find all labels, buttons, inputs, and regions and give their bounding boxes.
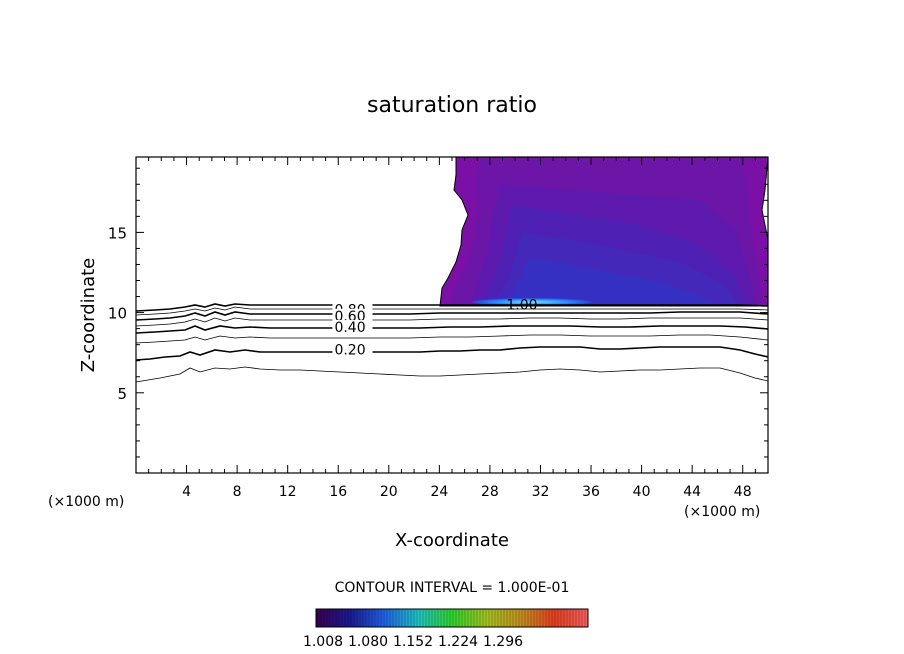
contour-label: 0.40	[334, 320, 365, 336]
cloud-region-outline	[439, 157, 768, 307]
x-tick-label: 40	[633, 484, 651, 500]
shaded-cloud-region	[439, 157, 768, 307]
y-tick-labels: 5 10 15	[108, 224, 127, 402]
colorbar	[315, 608, 589, 628]
colorbar-frame	[315, 608, 589, 628]
cloud-region-level-5	[500, 258, 720, 306]
x-tick-label: 48	[734, 484, 752, 500]
contour-label-bg	[332, 320, 373, 333]
contour-label-bg	[332, 342, 373, 355]
x-axis-label: X-coordinate	[395, 530, 509, 551]
supersaturation-core	[472, 298, 592, 306]
x-tick-label: 28	[481, 484, 499, 500]
y-tick-label: 15	[108, 224, 127, 242]
x-tick-label: 32	[532, 484, 550, 500]
contour-label: 0.20	[334, 342, 365, 358]
x-tick-labels: 4 8 12 16 20 24 28 32 36 40 44 48	[182, 484, 752, 500]
contour-line-0-10	[136, 366, 768, 383]
contour-line-0-80	[136, 303, 768, 312]
contour-line-0-40	[136, 325, 768, 334]
x-tick-label: 44	[683, 484, 701, 500]
x-tick-label: 36	[582, 484, 600, 500]
contour-line-0-20	[136, 346, 768, 361]
colorbar-tick-labels: 1.008 1.080 1.152 1.224 1.296	[303, 634, 523, 650]
contour-label: 1.00	[506, 298, 537, 314]
x-tick-label: 12	[279, 484, 297, 500]
x-tick-label: 24	[430, 484, 448, 500]
y-tick-label: 5	[117, 385, 127, 403]
axis-ticks	[136, 157, 768, 473]
x-unit-left: (×1000 m)	[48, 494, 124, 510]
colorbar-tick-label: 1.008	[303, 634, 343, 650]
y-tick-label: 10	[108, 305, 127, 323]
x-tick-label: 16	[329, 484, 347, 500]
colorbar-fill	[316, 609, 588, 627]
colorbar-tick-label: 1.080	[348, 634, 388, 650]
y-axis-label: Z-coordinate	[78, 258, 99, 373]
x-tick-label: 4	[182, 484, 191, 500]
contour-label-bg	[332, 308, 373, 321]
colorbar-tick-label: 1.152	[393, 634, 433, 650]
chart-title: saturation ratio	[367, 93, 537, 118]
contour-line-0-50	[136, 317, 768, 327]
colorbar-tick-label: 1.224	[438, 634, 478, 650]
contour-interval: CONTOUR INTERVAL = 1.000E-01	[335, 580, 570, 596]
x-unit-right: (×1000 m)	[684, 504, 760, 520]
colorbar-stripes	[317, 609, 586, 627]
x-tick-label: 8	[233, 484, 242, 500]
x-tick-label: 20	[380, 484, 398, 500]
contour-labels: 0.800.600.400.201.00	[332, 298, 538, 358]
colorbar-tick-label: 1.296	[483, 634, 523, 650]
contour-lines	[136, 303, 768, 383]
contour-line-0-30	[136, 334, 768, 344]
